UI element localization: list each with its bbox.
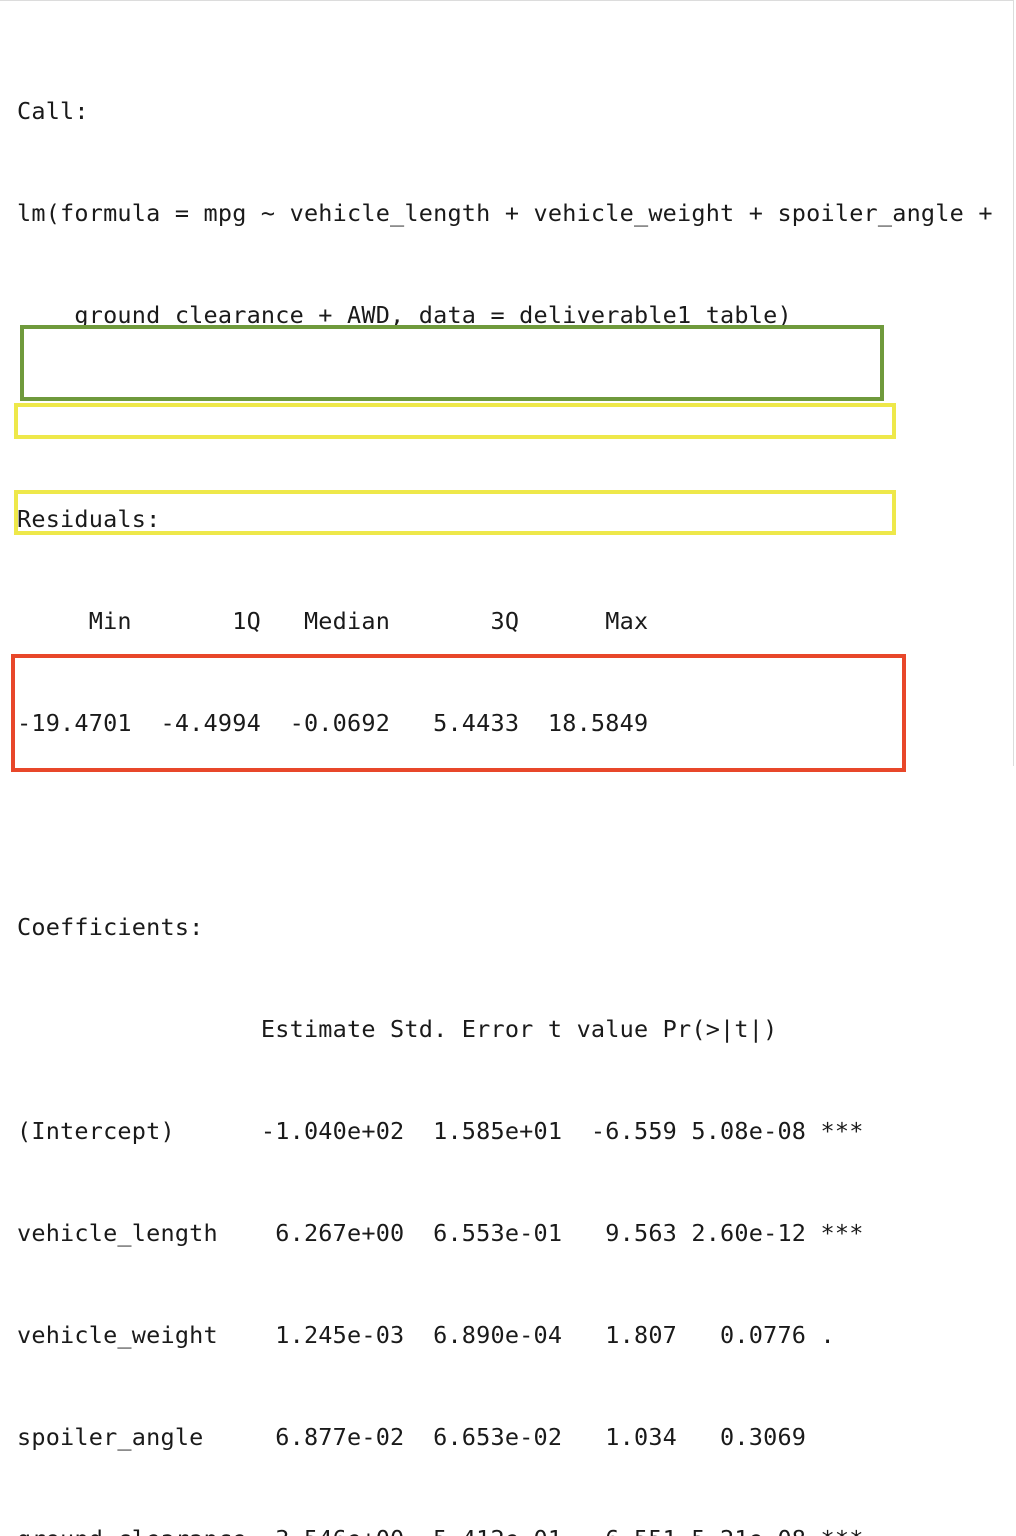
- call-header: Call:: [17, 97, 89, 125]
- residuals-header: Residuals:: [17, 505, 161, 533]
- coefficient-row-vehicle-weight: vehicle_weight 1.245e-03 6.890e-04 1.807…: [17, 1321, 864, 1349]
- coefficient-row-vehicle-length: vehicle_length 6.267e+00 6.553e-01 9.563…: [17, 1219, 864, 1247]
- coefficient-row-intercept: (Intercept) -1.040e+02 1.585e+01 -6.559 …: [17, 1117, 864, 1145]
- coefficient-row-ground-clearance: ground_clearance 3.546e+00 5.412e-01 6.5…: [17, 1522, 993, 1536]
- window-frame: [0, 0, 1014, 766]
- residuals-values: -19.4701 -4.4994 -0.0692 5.4433 18.5849: [17, 709, 663, 737]
- coefficients-header: Coefficients:: [17, 913, 204, 941]
- coefficients-columns: Estimate Std. Error t value Pr(>|t|): [17, 1015, 835, 1043]
- coefficient-row-spoiler-angle: spoiler_angle 6.877e-02 6.653e-02 1.034 …: [17, 1423, 864, 1451]
- call-formula-line-2: ground_clearance + AWD, data = deliverab…: [17, 301, 792, 329]
- residuals-columns: Min 1Q Median 3Q Max: [17, 607, 663, 635]
- call-formula-line-1: lm(formula = mpg ~ vehicle_length + vehi…: [17, 199, 993, 227]
- r-console-output: Call: lm(formula = mpg ~ vehicle_length …: [17, 26, 993, 1536]
- blank-line: [17, 808, 993, 842]
- blank-line: [17, 400, 993, 434]
